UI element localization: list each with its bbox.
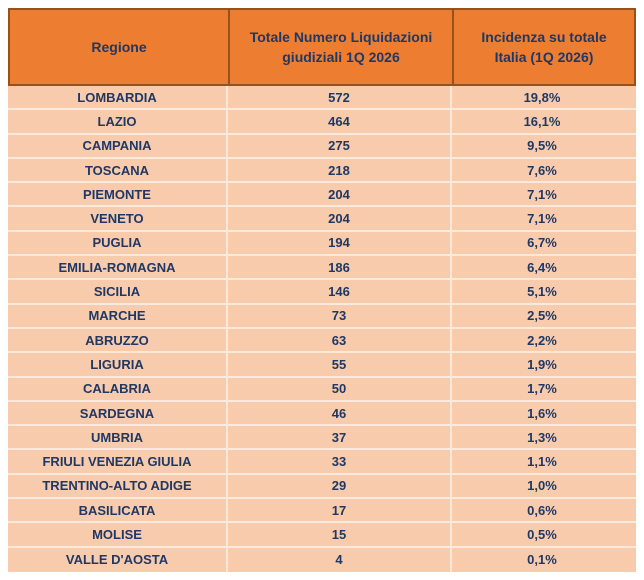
region-cell: LOMBARDIA [8,86,228,109]
incidence-cell: 7,6% [527,162,557,178]
table-row: UMBRIA 37 1,3% [8,426,636,451]
incidence-cell: 0,1% [527,552,557,568]
column-header-regione: Regione [10,10,230,84]
liquidations-table: Regione Totale Numero Liquidazioni giudi… [8,8,636,572]
table-row: TRENTINO-ALTO ADIGE 29 1,0% [8,474,636,500]
region-cell: CAMPANIA [8,134,228,157]
incidence-cell: 1,0% [527,478,557,494]
region-cell: BASILICATA [8,499,228,522]
total-cell: 33 [228,450,452,473]
table-row: ABRUZZO 63 2,2% [8,328,636,354]
region-cell: PUGLIA [8,231,228,255]
table-row: LIGURIA 55 1,9% [8,353,636,378]
region-cell: UMBRIA [8,426,228,449]
total-cell: 275 [228,134,452,157]
total-cell: 204 [228,207,452,230]
incidence-cell: 19,8% [523,89,561,105]
incidence-cell: 1,7% [527,381,557,397]
table-header-row: Regione Totale Numero Liquidazioni giudi… [8,8,636,86]
region-cell: LIGURIA [8,353,228,376]
region-cell: VENETO [8,207,228,230]
incidence-cell: 6,4% [527,259,557,275]
incidence-cell: 1,9% [527,356,557,372]
table-row: CAMPANIA 275 9,5% [8,134,636,159]
region-cell: TOSCANA [8,158,228,182]
total-cell: 37 [228,426,452,449]
total-cell: 186 [228,256,452,279]
table-row: VALLE D'AOSTA 4 0,1% [8,547,636,572]
total-cell: 29 [228,474,452,498]
table-row: EMILIA-ROMAGNA 186 6,4% [8,256,636,281]
table-row: LAZIO 464 16,1% [8,110,636,135]
region-cell: PIEMONTE [8,183,228,206]
table-row: PUGLIA 194 6,7% [8,231,636,257]
table-row: FRIULI VENEZIA GIULIA 33 1,1% [8,450,636,475]
region-cell: VALLE D'AOSTA [8,547,228,572]
total-cell: 464 [228,110,452,133]
region-cell: MARCHE [8,304,228,327]
table-body: LOMBARDIA 572 19,8% LAZIO 464 16,1% CAMPANIA 27… [8,86,636,572]
total-cell: 50 [228,377,452,400]
total-cell: 218 [228,158,452,182]
region-cell: FRIULI VENEZIA GIULIA [8,450,228,473]
total-cell: 46 [228,401,452,425]
incidence-cell: 16,1% [523,113,561,129]
table-row: VENETO 204 7,1% [8,207,636,232]
table-row: SICILIA 146 5,1% [8,280,636,305]
total-cell: 63 [228,328,452,352]
total-cell: 55 [228,353,452,376]
incidence-cell: 5,1% [527,284,557,300]
total-cell: 146 [228,280,452,303]
incidence-cell: 7,1% [527,211,557,227]
incidence-cell: 2,2% [527,332,557,348]
table-row: MOLISE 15 0,5% [8,523,636,548]
incidence-cell: 1,1% [527,454,557,470]
region-cell: TRENTINO-ALTO ADIGE [8,474,228,498]
table-row: BASILICATA 17 0,6% [8,499,636,524]
total-cell: 572 [228,86,452,109]
column-header-incidenza: Incidenza su totale Italia (1Q 2026) [481,28,607,65]
total-cell: 73 [228,304,452,327]
table-row: PIEMONTE 204 7,1% [8,183,636,208]
incidence-cell: 1,6% [527,405,557,421]
incidence-cell: 9,5% [527,138,557,154]
region-cell: CALABRIA [8,377,228,400]
incidence-cell: 1,3% [527,429,557,445]
incidence-cell: 7,1% [527,186,557,202]
region-cell: SARDEGNA [8,401,228,425]
region-cell: SICILIA [8,280,228,303]
region-cell: EMILIA-ROMAGNA [8,256,228,279]
total-cell: 194 [228,231,452,255]
total-cell: 204 [228,183,452,206]
table-row: LOMBARDIA 572 19,8% [8,86,636,111]
incidence-cell: 0,6% [527,502,557,518]
column-header-totale-liquidazioni: Totale Numero Liquidazioni giudiziali 1Q… [230,10,454,84]
total-cell: 4 [228,547,452,572]
incidence-cell: 6,7% [527,235,557,251]
incidence-cell: 0,5% [527,526,557,542]
region-cell: LAZIO [8,110,228,133]
total-cell: 15 [228,523,452,546]
incidence-cell: 2,5% [527,308,557,324]
table-row: TOSCANA 218 7,6% [8,158,636,184]
region-cell: MOLISE [8,523,228,546]
region-cell: ABRUZZO [8,328,228,352]
table-row: MARCHE 73 2,5% [8,304,636,329]
table-row: CALABRIA 50 1,7% [8,377,636,402]
total-cell: 17 [228,499,452,522]
table-row: SARDEGNA 46 1,6% [8,401,636,427]
